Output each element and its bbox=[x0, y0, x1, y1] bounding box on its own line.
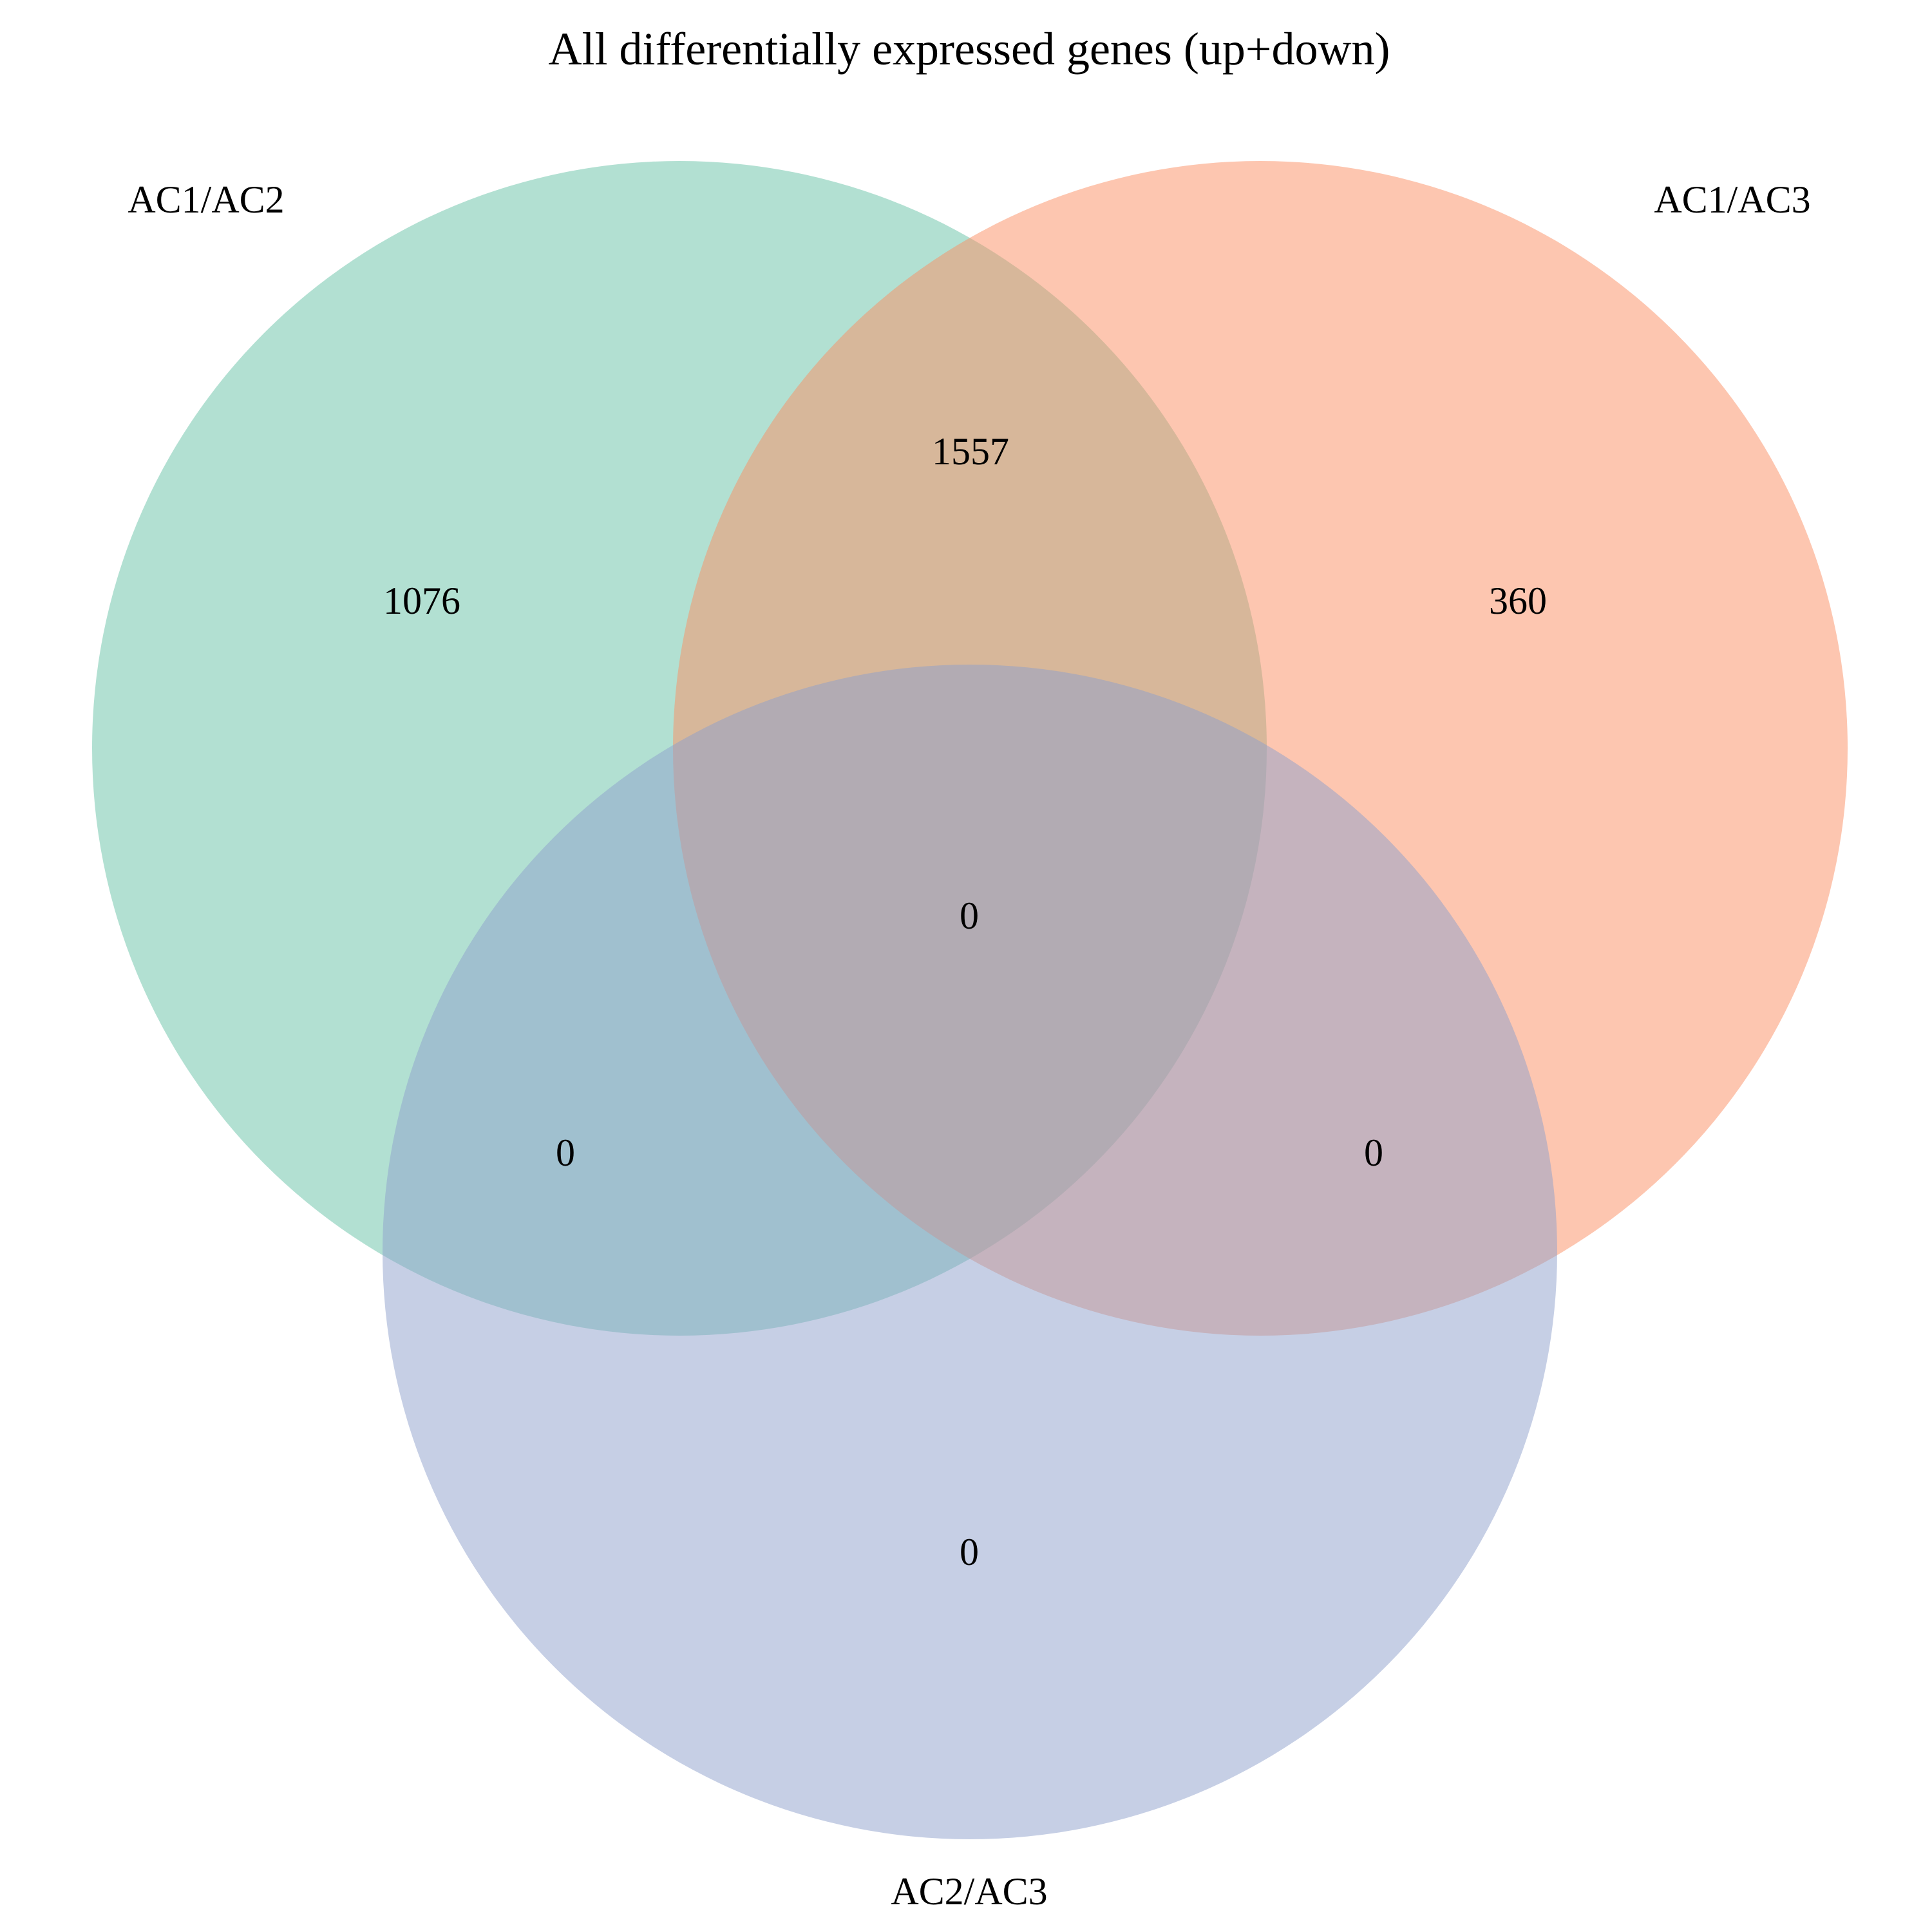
count-only-ac1-ac3: 360 bbox=[1489, 580, 1547, 622]
set-label-ac2-ac3: AC2/AC3 bbox=[891, 1870, 1047, 1913]
count-only-ac1-ac2: 1076 bbox=[383, 580, 460, 622]
chart-title: All differentially expressed genes (up+d… bbox=[549, 23, 1390, 75]
count-all-three: 0 bbox=[960, 895, 979, 937]
set-label-ac1-ac3: AC1/AC3 bbox=[1654, 178, 1810, 221]
count-only-ac2-ac3: 0 bbox=[960, 1531, 979, 1573]
count-ac1-ac3-and-ac2-ac3: 0 bbox=[1364, 1132, 1383, 1174]
set-label-ac1-ac2: AC1/AC2 bbox=[128, 178, 284, 221]
circle-ac2-ac3 bbox=[383, 665, 1557, 1839]
count-ac1-ac2-and-ac2-ac3: 0 bbox=[556, 1132, 575, 1174]
count-ac1-ac2-and-ac1-ac3: 1557 bbox=[932, 430, 1009, 473]
